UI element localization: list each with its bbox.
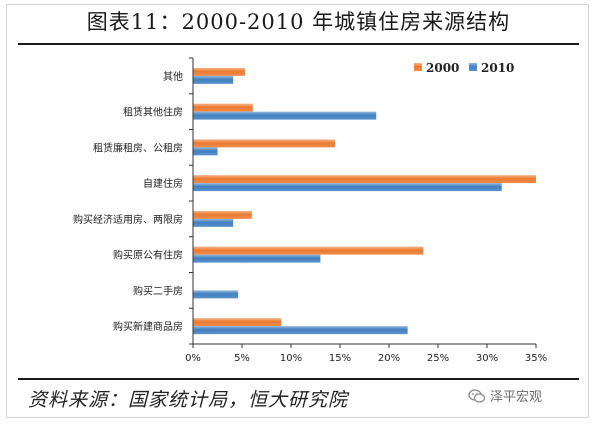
watermark-text: 泽平宏观 bbox=[490, 390, 543, 405]
x-tick-label: 15% bbox=[329, 353, 351, 364]
title-rule bbox=[18, 43, 579, 45]
legend-swatch-2010 bbox=[469, 63, 477, 71]
x-tick-label: 20% bbox=[378, 353, 400, 364]
category-label: 购买新建商品房 bbox=[113, 320, 183, 333]
x-tick-label: 5% bbox=[234, 353, 250, 364]
figure-title: 图表11：2000-2010 年城镇住房来源结构 bbox=[86, 10, 511, 34]
plot-area: 其他租赁其他住房租赁廉租房、公租房自建住房购买经济适用房、两限房购买原公有住房购… bbox=[73, 57, 547, 364]
legend-swatch-2000 bbox=[414, 63, 422, 71]
bar-2010-0 bbox=[193, 75, 234, 84]
figure-frame bbox=[6, 4, 589, 418]
x-tick-label: 10% bbox=[280, 353, 302, 364]
category-label: 购买原公有住房 bbox=[113, 249, 183, 262]
x-tick-label: 30% bbox=[476, 353, 498, 364]
bar-2000-4 bbox=[193, 210, 252, 219]
category-label: 自建住房 bbox=[143, 177, 183, 190]
bar-2010-1 bbox=[193, 111, 377, 120]
bar-2010-5 bbox=[193, 254, 321, 263]
category-label: 购买经济适用房、两限房 bbox=[73, 213, 183, 226]
legend-label-2000: 2000 bbox=[426, 61, 459, 75]
legend-label-2010: 2010 bbox=[481, 61, 514, 75]
bar-2010-3 bbox=[193, 183, 502, 192]
category-label: 租赁其他住房 bbox=[123, 106, 183, 119]
bar-2010-4 bbox=[193, 218, 234, 227]
legend: 2000 2010 bbox=[414, 61, 514, 75]
category-label: 购买二手房 bbox=[133, 284, 183, 297]
bar-2010-2 bbox=[193, 147, 218, 156]
wechat-icon bbox=[468, 388, 486, 403]
x-tick-label: 0% bbox=[185, 353, 201, 364]
bar-2000-0 bbox=[193, 67, 245, 76]
bar-2000-1 bbox=[193, 103, 253, 112]
source-note: 资料来源：国家统计局，恒大研究院 bbox=[28, 389, 349, 411]
watermark: 泽平宏观 bbox=[468, 386, 542, 405]
bar-2000-5 bbox=[193, 246, 424, 255]
bar-2000-7 bbox=[193, 318, 282, 327]
category-label: 租赁廉租房、公租房 bbox=[93, 141, 183, 154]
bar-2000-3 bbox=[193, 175, 536, 184]
bar-2010-7 bbox=[193, 326, 408, 335]
x-tick-label: 25% bbox=[427, 353, 449, 364]
category-label: 其他 bbox=[163, 70, 183, 83]
x-tick-label: 35% bbox=[525, 353, 547, 364]
bar-2000-2 bbox=[193, 139, 336, 148]
bar-2010-6 bbox=[193, 290, 239, 299]
bottom-rule bbox=[18, 378, 579, 380]
